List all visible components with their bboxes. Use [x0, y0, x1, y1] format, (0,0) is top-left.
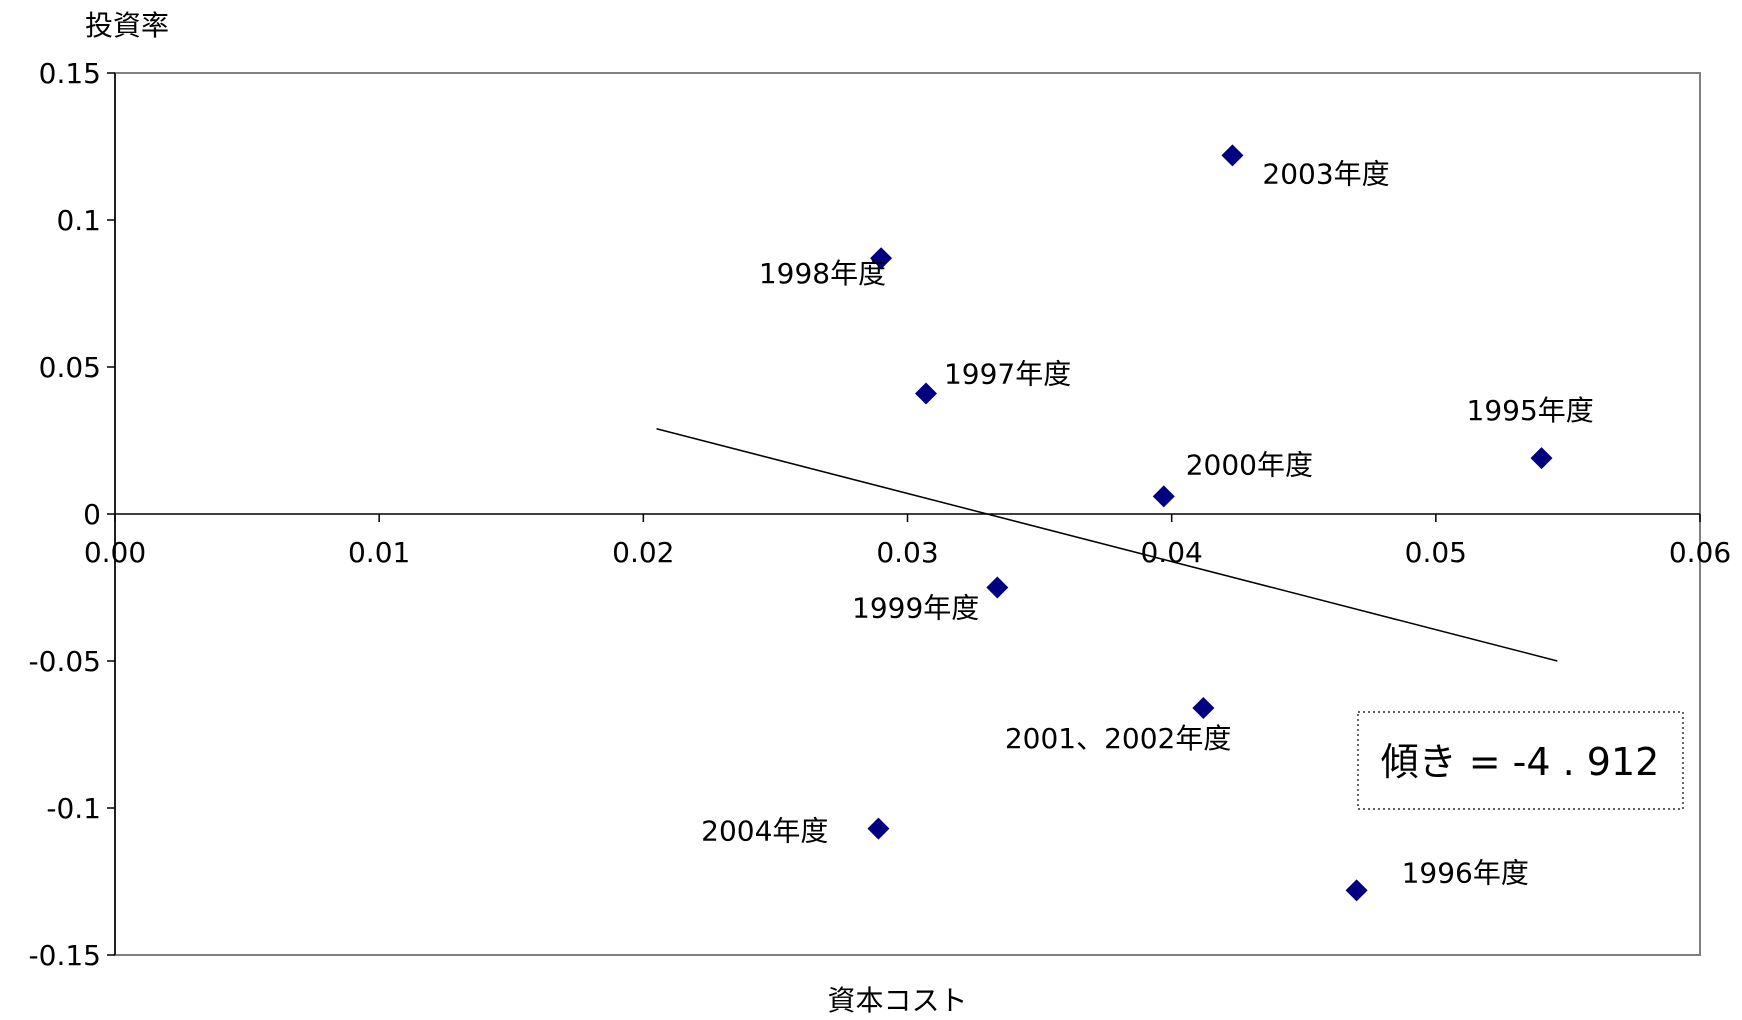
- data-point: [1345, 879, 1368, 902]
- data-point: [1221, 144, 1244, 167]
- slope-annotation-text: 傾き = -4 . 912: [1381, 740, 1660, 784]
- y-tick-label: -0.05: [29, 645, 101, 678]
- x-tick-label: 0.06: [1669, 536, 1731, 569]
- point-label: 2004年度: [701, 815, 828, 848]
- y-axis-title: 投資率: [85, 9, 169, 42]
- data-point: [1530, 447, 1553, 470]
- y-tick-label: 0.15: [39, 57, 101, 90]
- data-point: [870, 247, 893, 270]
- y-tick-label: 0: [83, 498, 101, 531]
- trendline: [656, 428, 1558, 662]
- y-tick-label: 0.05: [39, 351, 101, 384]
- slope-annotation-box: [1357, 711, 1684, 810]
- x-tick-label: 0.02: [612, 536, 674, 569]
- data-point: [867, 817, 890, 840]
- y-tick-label: -0.1: [46, 792, 101, 825]
- data-point: [986, 576, 1009, 599]
- point-label: 1996年度: [1402, 856, 1529, 889]
- x-tick-label: 0.04: [1140, 536, 1202, 569]
- point-label: 1998年度: [759, 257, 886, 290]
- axes-layer: 0.15 0.1 0.05 0 -0.05 -0.1 -0.15 0.00 0.01 0.02 0.…: [29, 9, 1732, 1017]
- data-point: [1192, 697, 1215, 720]
- point-label: 2000年度: [1186, 448, 1313, 481]
- trendline-layer: [656, 428, 1558, 662]
- point-label: 1999年度: [852, 592, 979, 625]
- point-label: 1995年度: [1467, 394, 1594, 427]
- point-label: 1997年度: [944, 357, 1071, 390]
- data-point: [1152, 485, 1175, 508]
- x-tick-label: 0.03: [876, 536, 938, 569]
- y-tick-label: 0.1: [56, 204, 101, 237]
- x-tick-label: 0.05: [1405, 536, 1467, 569]
- point-label: 2003年度: [1262, 157, 1389, 190]
- x-tick-label: 0.00: [84, 536, 146, 569]
- points-layer: [867, 144, 1553, 902]
- data-point: [914, 382, 937, 405]
- point-label: 2001、2002年度: [1005, 722, 1232, 755]
- annotation-layer: 傾き = -4 . 912: [1357, 711, 1684, 810]
- labels-layer: 1995年度 1996年度 1997年度 1998年度 1999年度 2000年度 2001…: [701, 157, 1594, 889]
- x-axis-title: 資本コスト: [828, 984, 968, 1017]
- y-tick-label: -0.15: [29, 939, 101, 972]
- x-tick-label: 0.01: [348, 536, 410, 569]
